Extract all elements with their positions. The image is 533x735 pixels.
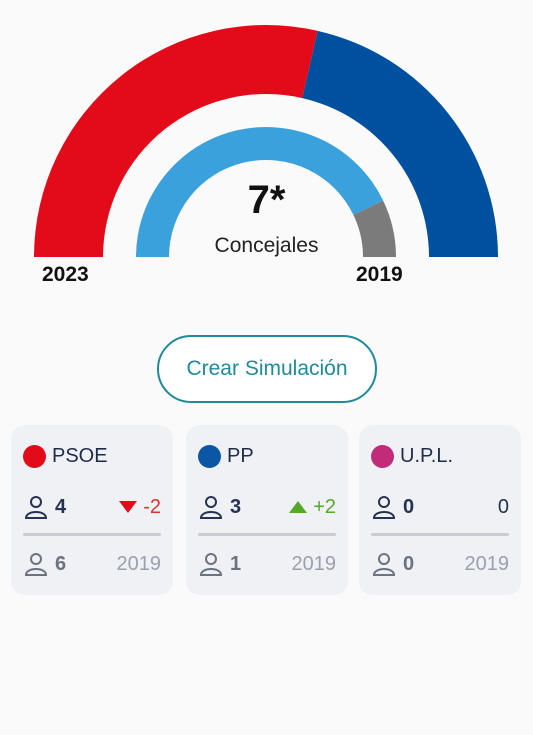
seat-change-value: +2 (313, 495, 336, 518)
person-icon (199, 553, 223, 576)
previous-seats-row: 1 2019 (198, 551, 336, 577)
seat-change: +2 (289, 496, 336, 519)
seats-label: Concejales (214, 234, 319, 257)
seat-change-value: 0 (497, 495, 509, 518)
create-simulation-button[interactable]: Crear Simulación (157, 335, 377, 403)
person-icon (372, 496, 396, 519)
outer-arc-pp (302, 30, 498, 257)
party-header: PP (198, 445, 254, 468)
party-card-pp[interactable]: PP (186, 425, 348, 595)
person-icon (24, 496, 48, 519)
seats-2019: 6 (55, 552, 67, 575)
seats-2023: 0 (403, 495, 415, 518)
inner-arc-psoe (136, 127, 384, 257)
inner-ring-year-label: 2019 (356, 263, 403, 286)
seat-change: 0 (498, 496, 509, 519)
divider (371, 533, 509, 536)
party-header: U.P.L. (371, 445, 453, 468)
triangle-down-icon (119, 501, 138, 513)
outer-ring-year-label: 2023 (42, 263, 89, 286)
current-seats-row: 4 -2 (23, 494, 161, 520)
seats-2019: 0 (403, 552, 415, 575)
outer-arc-psoe (34, 25, 318, 257)
total-seats: 7* (247, 178, 286, 222)
seats-2023: 4 (55, 495, 67, 518)
divider (23, 533, 161, 536)
divider (198, 533, 336, 536)
party-name: U.P.L. (400, 445, 453, 467)
person-icon (24, 553, 48, 576)
party-color-dot (23, 445, 46, 468)
seat-change-value: -2 (143, 495, 161, 518)
triangle-up-icon (289, 501, 308, 513)
person-icon (199, 496, 223, 519)
party-card-upl[interactable]: U.P.L. (359, 425, 521, 595)
party-card-psoe[interactable]: PSOE (11, 425, 173, 595)
current-seats-row: 0 0 (371, 494, 509, 520)
current-seats-row: 3 +2 (198, 494, 336, 520)
seat-change: -2 (119, 496, 161, 519)
party-header: PSOE (23, 445, 108, 468)
previous-seats-row: 0 2019 (371, 551, 509, 577)
inner-arc-pp (353, 200, 397, 257)
comparison-year: 2019 (464, 552, 510, 575)
seat-distribution-chart (34, 25, 498, 257)
previous-seats-row: 6 2019 (23, 551, 161, 577)
party-color-dot (371, 445, 394, 468)
party-color-dot (198, 445, 221, 468)
seats-2023: 3 (230, 495, 242, 518)
seats-2019: 1 (230, 552, 242, 575)
party-name: PSOE (52, 445, 108, 467)
person-icon (372, 553, 396, 576)
party-name: PP (227, 445, 254, 467)
comparison-year: 2019 (291, 552, 337, 575)
comparison-year: 2019 (116, 552, 162, 575)
